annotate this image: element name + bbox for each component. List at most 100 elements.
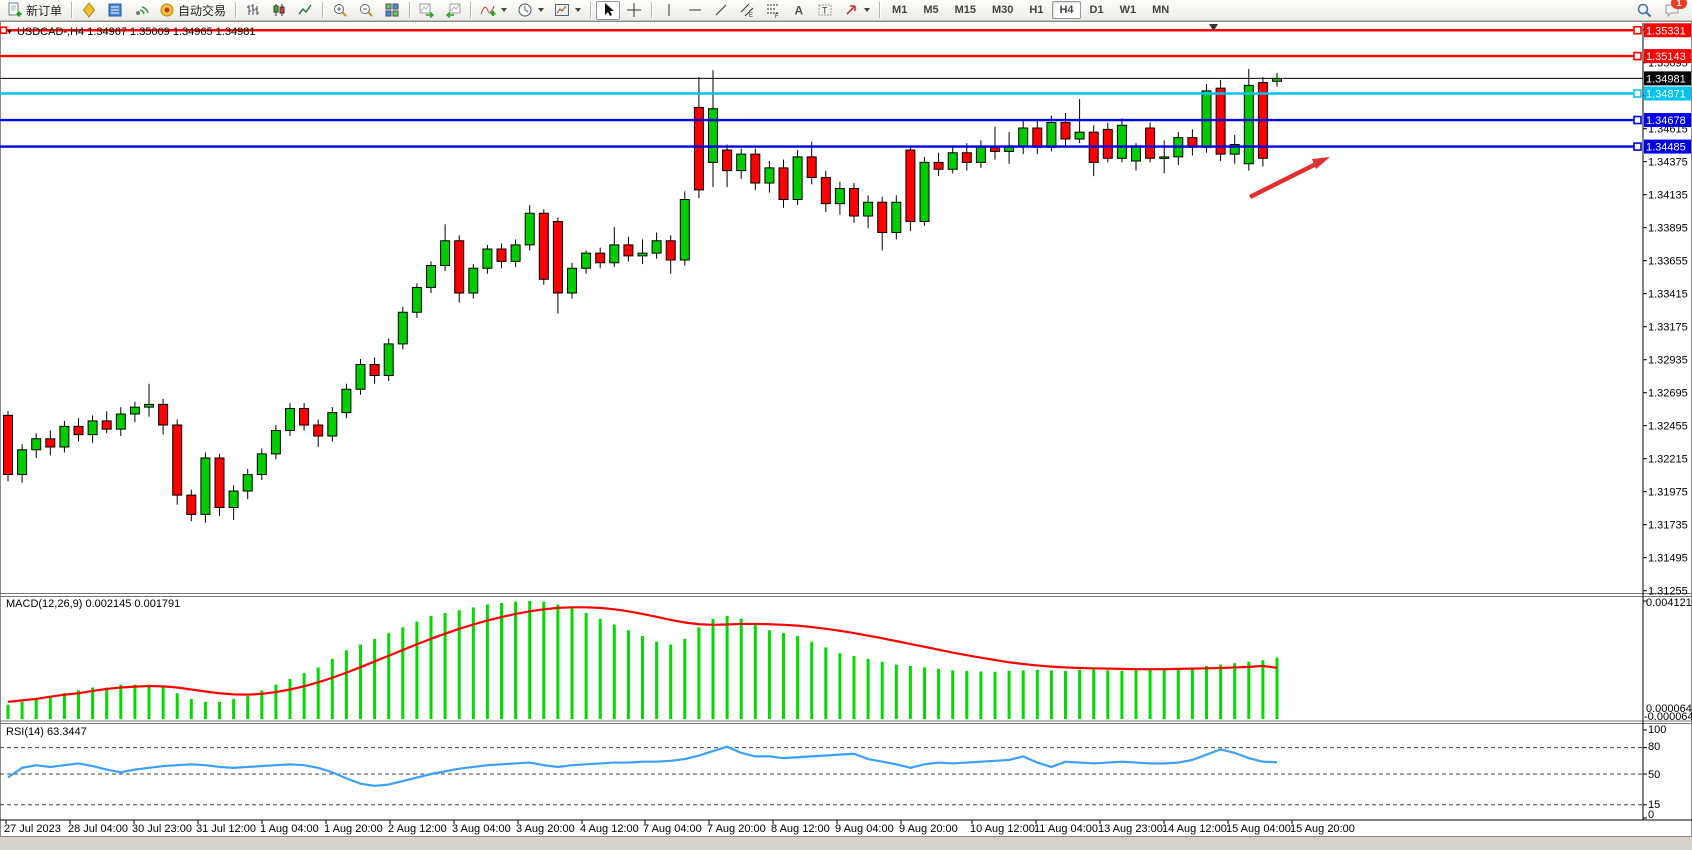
market-watch-button[interactable] <box>103 1 127 20</box>
line-handle[interactable] <box>1633 142 1642 151</box>
profiles-icon <box>82 2 96 18</box>
time-label: 7 Aug 04:00 <box>643 823 702 835</box>
timeframe-D1[interactable]: D1 <box>1089 4 1104 16</box>
crosshair-button[interactable] <box>622 1 646 20</box>
line-handle-left[interactable] <box>0 26 8 35</box>
time-label: 27 Jul 2023 <box>4 823 61 835</box>
text-label-button[interactable]: T <box>813 1 837 20</box>
text-label-icon: T <box>818 4 832 16</box>
new-order-button[interactable]: 新订单 <box>3 1 66 20</box>
candle <box>496 248 507 262</box>
separator <box>322 2 324 18</box>
auto-scroll-button[interactable] <box>415 1 439 20</box>
candle <box>1032 127 1043 148</box>
candle <box>651 240 662 254</box>
annotation-arrow[interactable] <box>1248 160 1320 200</box>
candle <box>228 490 239 509</box>
candle <box>919 161 930 223</box>
candle <box>665 240 676 261</box>
chart-shift-marker[interactable] <box>1209 24 1218 31</box>
candle <box>17 449 28 476</box>
candle <box>1229 144 1240 155</box>
annotation-arrow-head[interactable] <box>1312 157 1330 169</box>
chart-title-text: USDCAD-,H4 1.34967 1.35009 1.34965 1.349… <box>16 26 256 38</box>
periods-clock-icon <box>518 3 532 17</box>
timeframe-M30[interactable]: M30 <box>992 4 1014 16</box>
candle <box>270 430 281 455</box>
horizontal-line-button[interactable] <box>683 1 707 20</box>
timeframe-H1[interactable]: H1 <box>1029 4 1044 16</box>
timeframe-MN[interactable]: MN <box>1152 4 1170 16</box>
signals-button[interactable] <box>129 1 153 20</box>
profiles-button[interactable] <box>77 1 101 20</box>
time-label: 1 Aug 04:00 <box>260 823 319 835</box>
candle <box>327 412 338 437</box>
fibonacci-button[interactable]: F <box>761 1 785 20</box>
line-handle[interactable] <box>1633 89 1642 98</box>
candle <box>1060 122 1071 140</box>
symbol-dropdown-icon[interactable]: ▼ <box>6 28 13 36</box>
separator <box>470 2 472 18</box>
candle <box>524 212 535 246</box>
price-tick-label: 1.33175 <box>1648 322 1688 334</box>
price-badge <box>1644 113 1691 128</box>
price-tick-label: 1.33655 <box>1648 256 1688 268</box>
trendline-icon <box>715 4 727 16</box>
candle <box>693 106 704 191</box>
arrows-button[interactable] <box>839 1 874 20</box>
line-handle[interactable] <box>1633 51 1642 61</box>
line-handle[interactable] <box>1633 115 1642 125</box>
candle <box>87 420 98 436</box>
candle <box>877 201 888 234</box>
bar-chart-button[interactable] <box>241 1 265 20</box>
candle <box>285 408 295 432</box>
timeframe-M15[interactable]: M15 <box>954 4 976 16</box>
templates-button[interactable] <box>550 1 585 20</box>
timeframe-W1[interactable]: W1 <box>1119 4 1137 16</box>
candle <box>256 453 267 476</box>
price-badge <box>1644 86 1691 101</box>
rsi-scale-label: 100 <box>1648 724 1666 736</box>
text-button[interactable]: A <box>787 1 811 20</box>
timeframe-M1[interactable]: M1 <box>892 4 908 16</box>
search-icon[interactable] <box>1636 2 1652 18</box>
arrows-icon <box>846 5 856 15</box>
chart-shift-button[interactable] <box>441 1 465 20</box>
line-chart-button[interactable] <box>293 1 317 20</box>
timeframe-M5[interactable]: M5 <box>923 4 939 16</box>
zoom-out-button[interactable] <box>354 1 378 20</box>
price-tick-label: 1.32455 <box>1648 421 1688 433</box>
candle <box>369 364 380 377</box>
timeframe-H4[interactable]: H4 <box>1052 1 1081 19</box>
time-label: 10 Aug 12:00 <box>970 823 1035 835</box>
zoom-in-button[interactable] <box>328 1 352 20</box>
periods-button[interactable] <box>513 1 548 20</box>
crosshair-icon <box>627 3 642 17</box>
cursor-button[interactable] <box>596 0 621 20</box>
candle <box>299 408 310 426</box>
rsi-scale-label: 15 <box>1648 799 1660 811</box>
horizontal-line-icon <box>689 9 702 11</box>
candle <box>975 146 986 163</box>
candle <box>581 252 592 269</box>
time-label: 15 Aug 04:00 <box>1226 823 1291 835</box>
zoom-in-icon <box>334 4 347 17</box>
price-tick-label: 1.32215 <box>1648 454 1688 466</box>
candle <box>1131 145 1141 162</box>
notifications-button[interactable]: 1 <box>1664 0 1687 18</box>
trendline-button[interactable] <box>709 1 733 20</box>
candle <box>679 199 690 261</box>
auto-trading-button[interactable]: 自动交易 <box>155 1 230 20</box>
candle <box>510 244 521 262</box>
candle <box>820 177 831 205</box>
candle <box>538 212 549 280</box>
line-handle[interactable] <box>1633 25 1642 35</box>
tile-windows-button[interactable] <box>380 1 404 20</box>
equidistant-channel-button[interactable]: E <box>735 1 759 20</box>
candlestick-chart-button[interactable] <box>267 1 291 20</box>
vertical-line-button[interactable] <box>657 1 681 20</box>
indicators-button[interactable] <box>476 1 511 20</box>
zoom-out-icon <box>360 4 373 17</box>
